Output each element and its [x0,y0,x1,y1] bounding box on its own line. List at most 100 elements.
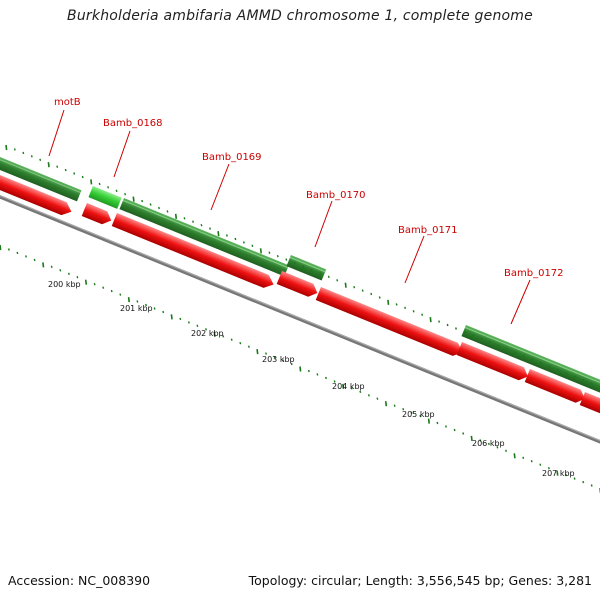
lower-tick [427,418,430,424]
lower-tick [0,244,2,251]
upper-tick [480,337,483,341]
gene-red-8[interactable] [579,392,600,421]
lower-tick [170,314,173,320]
lower-tick [59,269,62,272]
upper-tick [463,330,466,334]
gene-red-4[interactable] [276,271,320,299]
upper-tick [353,285,356,289]
lower-tick [84,279,88,285]
upper-tick [209,227,211,230]
lower-tick [153,307,156,310]
gene-Bamb-0168[interactable] [88,186,122,209]
upper-tick [259,248,262,254]
lower-tick [436,421,439,425]
upper-tick [158,206,160,210]
lower-tick [513,453,516,459]
upper-tick [200,223,203,227]
upper-tick [107,186,110,189]
gene-motB[interactable] [0,149,82,202]
upper-tick [455,327,457,330]
lower-tick [419,414,422,418]
gene-red-7[interactable] [524,369,588,405]
upper-tick [387,299,390,305]
lower-tick [119,293,122,296]
gene-labels: motB Bamb_0168 Bamb_0169 Bamb_0170 Bamb_… [54,97,564,279]
kbp-label-200: 200 kbp [48,280,81,289]
lower-tick [367,394,370,397]
lower-tick [384,401,388,407]
lower-tick [67,272,70,276]
lower-tick [470,435,473,441]
lower-tick [496,446,499,449]
lower-tick [102,286,105,289]
lower-tick [213,331,216,337]
kbp-label-204: 204 kbp [332,382,365,391]
kbp-label-202: 202 kbp [191,329,224,338]
lower-tick [187,321,190,324]
kbp-label-206: 206 kbp [472,439,505,448]
lower-tick [299,366,302,372]
upper-tick [531,358,534,361]
upper-tick [489,340,491,344]
genome-summary-text: Topology: circular; Length: 3,556,545 bp… [248,573,592,588]
lower-tick [110,289,113,293]
accession-text: Accession: NC_008390 [8,573,151,588]
lower-tick [256,349,259,355]
lower-tick [265,352,267,355]
upper-tick [565,371,568,375]
gene-red-3[interactable] [111,213,277,291]
upper-tick [217,231,220,237]
lower-tick [556,470,559,476]
upper-tick [548,365,551,368]
gene-red-6[interactable] [456,342,531,383]
lower-tick [76,275,79,279]
upper-tick [514,351,517,357]
upper-tick [395,303,398,306]
lower-tick [333,380,336,383]
lower-tick [565,473,567,477]
lower-tick [359,390,362,394]
gene-label-Bamb-0168: Bamb_0168 [103,118,163,129]
lower-tick [590,484,593,487]
upper-tick [64,168,67,172]
upper-tick [471,334,475,340]
kbp-labels: 200 kbp 201 kbp 202 kbp 203 kbp 204 kbp … [48,280,575,478]
upper-tick [590,382,593,385]
upper-tick [404,306,407,310]
gene-Bamb-0170[interactable] [286,255,327,281]
lower-tick [376,397,379,400]
upper-tick [192,220,194,223]
upper-tick [378,296,381,299]
upper-tick [438,320,441,323]
upper-tick [22,151,25,155]
upper-tick [506,347,508,351]
upper-tick [556,368,559,374]
lower-tick [453,428,456,432]
upper-tick [30,155,33,158]
gene-label-Bamb-0169: Bamb_0169 [202,152,262,163]
gene-Bamb-0169[interactable] [119,198,289,277]
upper-tick [319,272,322,275]
upper-tick [276,254,279,258]
tick-row-lower [0,244,600,494]
gene-red-2[interactable] [81,203,114,227]
lower-tick [222,335,225,338]
lower-tick [42,262,45,268]
lower-tick [247,345,250,348]
upper-tick [412,310,415,313]
lower-tick [505,449,507,453]
lower-tick [402,407,405,411]
upper-tick [115,189,118,193]
upper-tick [327,275,330,279]
gene-Bamb-0172[interactable] [461,325,600,397]
upper-tick [336,279,339,282]
lower-tick [487,442,490,446]
lower-tick [136,300,139,303]
lower-tick [530,459,533,463]
gene-red-1[interactable] [0,167,74,218]
lower-tick [573,477,576,480]
gene-red-5[interactable] [315,287,466,359]
upper-tick [47,162,50,168]
upper-tick [421,313,424,316]
